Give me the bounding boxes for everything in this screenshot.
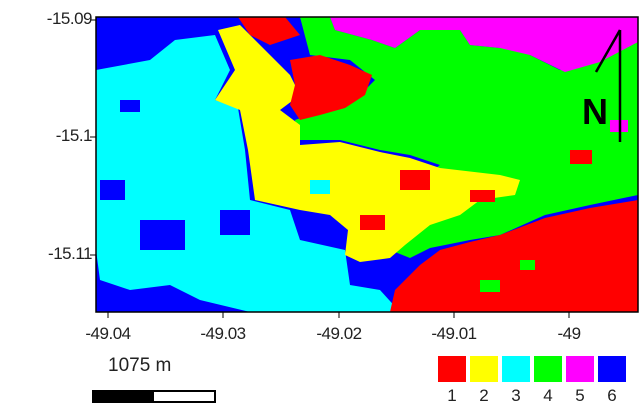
speckle	[570, 150, 592, 164]
legend-label-4: 4	[543, 386, 553, 405]
legend-swatch-5	[566, 356, 594, 382]
legend-label-5: 5	[575, 386, 585, 405]
legend-label-1: 1	[447, 386, 457, 405]
class-4-region	[295, 17, 638, 258]
legend-label-3: 3	[511, 386, 521, 405]
class-1-region-southeast	[390, 200, 638, 312]
north-arrow-icon	[594, 29, 622, 142]
x-tick-label: -49.01	[431, 324, 477, 343]
class-1-region-north2	[238, 17, 300, 45]
legend-swatch-3	[502, 356, 530, 382]
speckle	[140, 220, 185, 250]
scale-label: 1075 m	[108, 355, 172, 376]
speckle	[480, 280, 500, 292]
legend-label-6: 6	[607, 386, 617, 405]
speckle	[470, 190, 495, 202]
map-raster	[96, 17, 638, 312]
scale-bar	[92, 390, 216, 403]
speckle	[520, 260, 535, 270]
legend-swatch-4	[534, 356, 562, 382]
legend-swatch-6	[598, 356, 626, 382]
x-tick-label: -49	[557, 324, 581, 343]
speckle	[220, 210, 250, 235]
legend-swatch-1	[438, 356, 466, 382]
north-label: N	[582, 91, 608, 132]
class-5-region	[330, 17, 638, 72]
speckle	[310, 180, 330, 194]
scale-bar-black-segment	[94, 392, 154, 401]
speckle	[120, 100, 140, 112]
speckle	[100, 180, 125, 200]
y-tick-label: -15.1	[55, 126, 93, 145]
speckle	[400, 170, 430, 190]
speckle	[360, 215, 385, 230]
x-tick-label: -49.03	[200, 324, 246, 343]
x-tick-label: -49.04	[85, 324, 131, 343]
x-tick-label: -49.02	[316, 324, 362, 343]
y-tick-label: -15.11	[48, 244, 92, 263]
class-1-region-north	[290, 55, 372, 120]
class-2-region	[215, 25, 520, 262]
legend-label-2: 2	[479, 386, 489, 405]
y-tick-label: -15.09	[46, 9, 93, 28]
map-frame	[95, 16, 639, 313]
legend-swatch-2	[470, 356, 498, 382]
